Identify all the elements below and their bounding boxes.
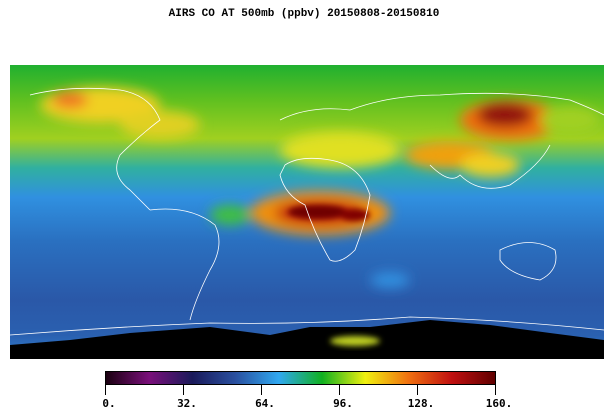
- colorbar-tick: [183, 385, 184, 395]
- map-title: AIRS CO AT 500mb (ppbv) 20150808-2015081…: [168, 8, 440, 20]
- colorbar-tick-label: 64.: [255, 397, 275, 410]
- colorbar-tick: [339, 385, 340, 395]
- colorbar-tick: [105, 385, 106, 395]
- colorbar-tick-label: 160.: [485, 397, 513, 410]
- colorbar-tick-label: 32.: [177, 397, 197, 410]
- colorbar-tick: [261, 385, 262, 395]
- colorbar-tick-label: 96.: [333, 397, 353, 410]
- co-map: [10, 65, 604, 359]
- colorbar-tick: [417, 385, 418, 395]
- colorbar-tick: [495, 385, 496, 395]
- antarctica-missing-data: [10, 320, 604, 359]
- colorbar-tick-label: 128.: [407, 397, 435, 410]
- coastlines: [10, 87, 604, 336]
- colorbar-tick-label: 0.: [102, 397, 116, 410]
- colorbar: [105, 371, 496, 385]
